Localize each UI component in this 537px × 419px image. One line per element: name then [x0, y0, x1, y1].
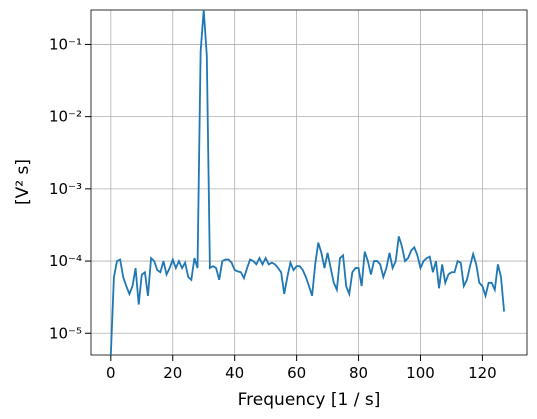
x-tick-label: 60 [287, 364, 306, 382]
x-tick-label: 40 [225, 364, 244, 382]
y-axis-label: [V² s] [13, 159, 33, 205]
y-tick-label: 10⁻⁴ [49, 252, 82, 270]
series-line [109, 9, 505, 356]
plot-frame [90, 9, 528, 356]
x-axis-label: Frequency [1 / s] [238, 390, 381, 410]
x-tick-label: 0 [106, 364, 116, 382]
x-tick-label: 120 [468, 364, 497, 382]
y-tick-label: 10⁻³ [49, 180, 82, 198]
x-tick-label: 100 [406, 364, 435, 382]
x-tick-label: 20 [163, 364, 182, 382]
y-tick-label: 10⁻² [49, 108, 82, 126]
x-tick-label: 80 [349, 364, 368, 382]
y-tick-label: 10⁻¹ [49, 35, 82, 53]
y-tick-label: 10⁻⁵ [49, 324, 82, 342]
